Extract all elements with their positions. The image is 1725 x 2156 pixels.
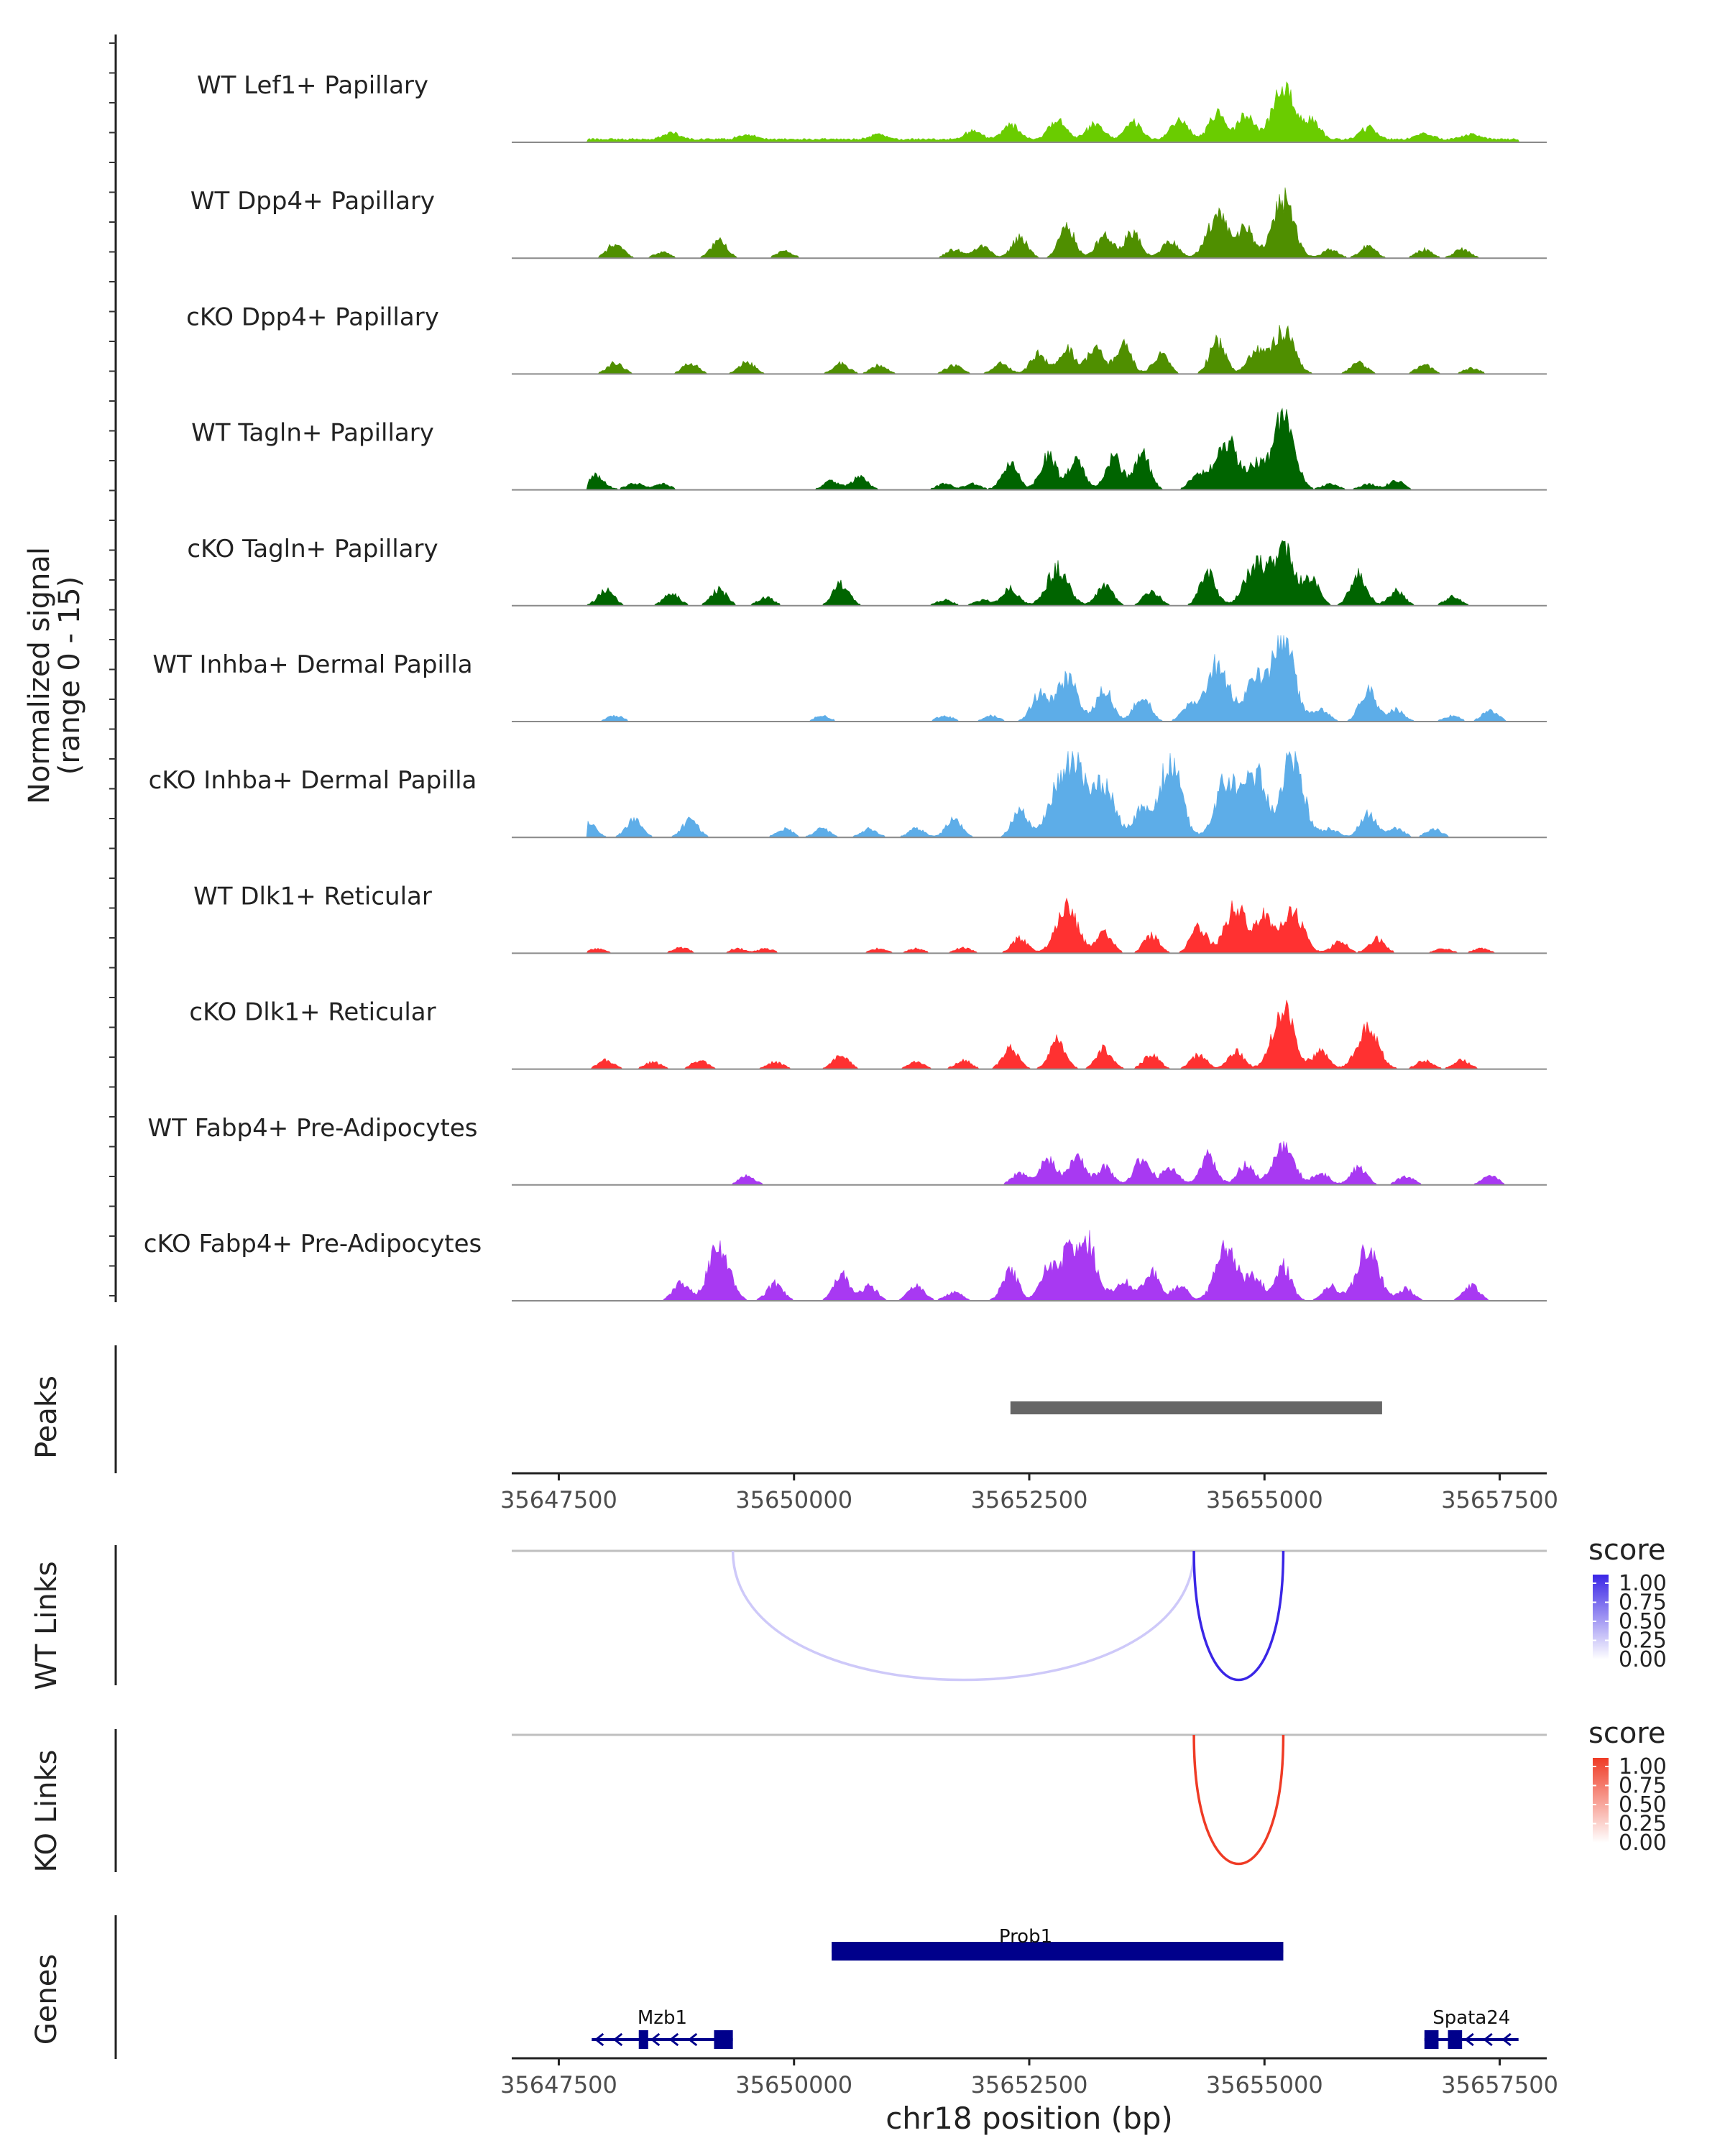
gene-exon <box>1448 2030 1463 2049</box>
x-axis-bottom: 35647500 35650000 35652500 35655000 35657500 <box>500 2057 1558 2099</box>
links-legend-colorbar <box>1593 1575 1609 1659</box>
coverage-track-label: WT Lef1+ Papillary <box>197 71 428 100</box>
gene-strand-arrow <box>650 2032 661 2047</box>
coverage-track-label: WT Inhba+ Dermal Papilla <box>152 650 472 679</box>
coverage-track-label: WT Dpp4+ Papillary <box>190 187 435 216</box>
links-legend-tick-label: 0.25 <box>1619 1812 1667 1837</box>
links-legend-tick-label: 1.00 <box>1619 1754 1667 1779</box>
x-axis-title: chr18 position (bp) <box>886 2101 1173 2136</box>
links-legend-tick-label: 1.00 <box>1619 1571 1667 1596</box>
peaks-track-label: Peaks <box>30 1376 63 1459</box>
peak-interval <box>1010 1401 1382 1414</box>
links-legend-title: score <box>1588 1534 1665 1567</box>
x-axis-bottom-tick-label: 35657500 <box>1441 2071 1558 2099</box>
coverage-track-label: cKO Inhba+ Dermal Papilla <box>149 766 477 795</box>
coverage-track-label: cKO Tagln+ Papillary <box>187 535 438 563</box>
coverage-y-label-line1: Normalized signal <box>23 547 56 804</box>
coverage-area <box>512 1230 1547 1302</box>
links-legend-tick-label: 0.00 <box>1619 1830 1667 1856</box>
coverage-area <box>512 81 1547 143</box>
coverage-track: WT Dpp4+ Papillary <box>190 187 1547 259</box>
link-arc <box>1192 1734 1285 1866</box>
coverage-track: cKO Fabp4+ Pre-Adipocytes <box>144 1230 1547 1302</box>
x-axis-top-tick-label: 35657500 <box>1441 1486 1558 1514</box>
links-panels: score1.000.750.500.250.00score1.000.750.… <box>114 1534 1667 1872</box>
peaks-panel <box>114 1345 1382 1473</box>
gene-strand-arrow <box>1483 2032 1493 2047</box>
x-axis-top-tick-label: 35655000 <box>1206 1486 1323 1514</box>
gene-strand-arrow <box>1464 2032 1474 2047</box>
coverage-track-label: WT Fabp4+ Pre-Adipocytes <box>148 1114 478 1143</box>
coverage-y-axis <box>109 34 117 1302</box>
gene-model: Prob1 <box>832 1926 1284 1961</box>
wt-links-label: WT Links <box>30 1561 63 1690</box>
links-track: score 1.000.750.500.250.00 <box>114 1717 1667 1872</box>
link-arc <box>731 1550 1195 1682</box>
coverage-track: WT Tagln+ Papillary <box>191 407 1547 491</box>
links-legend-tick-label: 0.75 <box>1619 1590 1667 1616</box>
x-axis-top-tick-label: 35647500 <box>500 1486 617 1514</box>
coverage-track: WT Lef1+ Papillary <box>197 71 1547 143</box>
coverage-area <box>512 750 1547 838</box>
gene-exon <box>638 2030 648 2049</box>
coverage-track-label: cKO Dlk1+ Reticular <box>189 998 436 1027</box>
genes-track-label: Genes <box>30 1954 63 2045</box>
x-axis-bottom-tick-label: 35650000 <box>735 2071 852 2099</box>
links-legend-tick-label: 0.50 <box>1619 1792 1667 1818</box>
x-axis-top: 35647500 35650000 35652500 35655000 35657500 <box>500 1472 1558 1514</box>
gene-model: Mzb1 <box>592 2007 733 2049</box>
coverage-area <box>512 897 1547 954</box>
coverage-panel: WT Lef1+ Papillary WT Dpp4+ Papillary cKO … <box>144 71 1547 1302</box>
coverage-track: WT Inhba+ Dermal Papilla <box>152 635 1547 722</box>
coverage-track: WT Dlk1+ Reticular <box>193 882 1547 954</box>
links-track: score 1.000.750.500.250.00 <box>114 1534 1667 1685</box>
coverage-track-label: WT Tagln+ Papillary <box>191 419 434 448</box>
coverage-track-label: WT Dlk1+ Reticular <box>193 882 432 911</box>
coverage-track: cKO Dlk1+ Reticular <box>189 998 1547 1070</box>
links-legend-tick-label: 0.25 <box>1619 1628 1667 1654</box>
gene-label: Mzb1 <box>638 2007 687 2029</box>
gene-label: Spata24 <box>1432 2007 1510 2029</box>
gene-exon <box>1424 2030 1439 2049</box>
coverage-y-label-line2: (range 0 - 15) <box>53 576 86 775</box>
gene-model: Spata24 <box>1424 2007 1519 2049</box>
gene-strand-arrow <box>1501 2032 1512 2047</box>
gene-strand-arrow <box>687 2032 698 2047</box>
coverage-area <box>512 540 1547 607</box>
genes-panel: Prob1 Mzb1 Spata24 <box>114 1915 1519 2059</box>
links-legend-tick-label: 0.75 <box>1619 1774 1667 1799</box>
links-legend-title: score <box>1588 1717 1665 1750</box>
gene-exon <box>714 2030 733 2049</box>
coverage-track: cKO Inhba+ Dermal Papilla <box>149 750 1547 839</box>
links-legend-colorbar <box>1593 1758 1609 1843</box>
links-legend-tick-label: 0.00 <box>1619 1647 1667 1672</box>
gene-label: Prob1 <box>999 1926 1052 1948</box>
coverage-track: WT Fabp4+ Pre-Adipocytes <box>148 1114 1547 1186</box>
links-legend-tick-label: 0.50 <box>1619 1609 1667 1634</box>
gene-strand-arrow <box>594 2032 604 2047</box>
x-axis-top-tick-label: 35652500 <box>971 1486 1088 1514</box>
link-arc <box>1192 1550 1285 1682</box>
coverage-track-label: cKO Dpp4+ Papillary <box>186 303 439 331</box>
coverage-track: cKO Tagln+ Papillary <box>187 535 1547 607</box>
ko-links-label: KO Links <box>30 1750 63 1873</box>
coverage-track: cKO Dpp4+ Papillary <box>186 303 1547 375</box>
gene-strand-arrow <box>668 2032 679 2047</box>
coverage-track-label: cKO Fabp4+ Pre-Adipocytes <box>144 1230 482 1258</box>
x-axis-bottom-tick-label: 35655000 <box>1206 2071 1323 2099</box>
gene-exon <box>832 1942 1284 1961</box>
x-axis-bottom-tick-label: 35652500 <box>971 2071 1088 2099</box>
gene-strand-arrow <box>612 2032 623 2047</box>
x-axis-bottom-tick-label: 35647500 <box>500 2071 617 2099</box>
x-axis-top-tick-label: 35650000 <box>735 1486 852 1514</box>
